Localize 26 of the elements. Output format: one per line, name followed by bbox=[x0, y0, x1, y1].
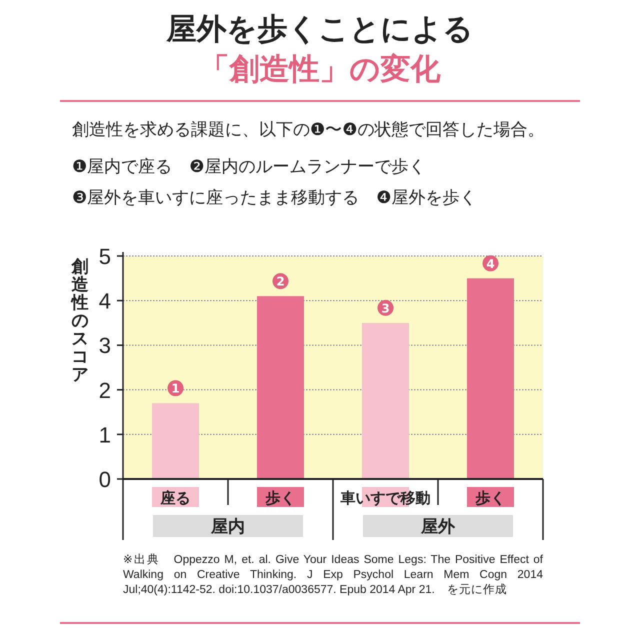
annotation: 2 bbox=[276, 274, 285, 289]
text: ※出典 Oppezzo M, et. al. Give Your Ideas Some Legs: The Positive Effect of Walking on Creative Thinking. J Exp Psychol Learn Mem Cogn 2014 Jul;40(4):1142-52. doi:10.1037/a0036577. Epub 2014 Apr 21. を元に作成 bbox=[123, 553, 543, 598]
x-tick-label: 歩く bbox=[474, 489, 506, 507]
x-tick-label: 車いすで移動 bbox=[340, 489, 430, 507]
x-tick-label: 歩く bbox=[264, 489, 296, 507]
text: 屋外 bbox=[420, 517, 456, 537]
chart-subtitle: 創造性を求める課題に、以下の❶〜❹の状態で回答した場合。 bbox=[72, 119, 544, 141]
chart-title: 屋外を歩くことによる「創造性」の変化 bbox=[165, 11, 474, 89]
text: 屋内 bbox=[210, 517, 245, 537]
bar bbox=[257, 296, 304, 479]
bar bbox=[467, 278, 514, 479]
annotation: 4 bbox=[486, 256, 495, 271]
x-tick-label: 座る bbox=[160, 489, 190, 507]
text: ❶屋内で座る ❷屋内のルームランナーで歩く bbox=[72, 156, 426, 178]
annotation: 1 bbox=[171, 382, 180, 396]
y-tick-label: 2 bbox=[98, 378, 111, 403]
y-tick-label: 4 bbox=[98, 288, 111, 314]
bar bbox=[362, 322, 409, 479]
y-tick-label: 0 bbox=[98, 467, 111, 492]
y-tick-label: 3 bbox=[98, 333, 111, 358]
text: ❸屋外を車いすに座ったまま移動する ❹屋外を歩く bbox=[72, 187, 476, 209]
annotation: 3 bbox=[381, 301, 390, 316]
bar bbox=[152, 403, 199, 479]
y-axis-title: 創造性のスコア bbox=[70, 257, 88, 385]
y-tick-label: 5 bbox=[98, 244, 111, 269]
y-tick-label: 1 bbox=[98, 422, 111, 448]
